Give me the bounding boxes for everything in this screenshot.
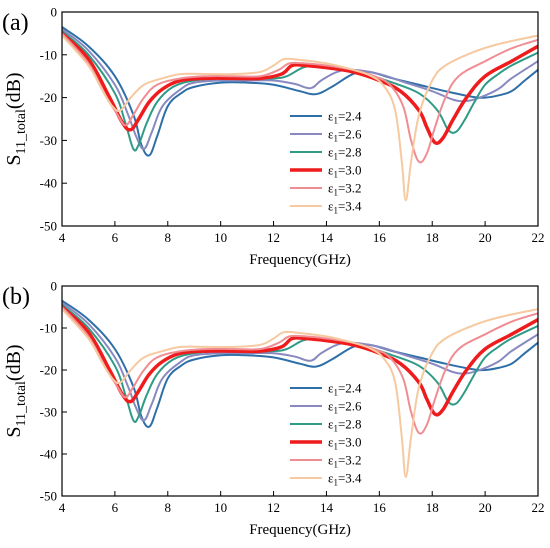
x-tick-label: 8	[165, 500, 172, 515]
x-tick-label: 12	[267, 500, 280, 515]
legend-label: ε1=3.2	[328, 181, 362, 198]
x-tick-label: 22	[532, 500, 545, 515]
series-line-3-2	[62, 32, 538, 164]
x-tick-label: 6	[112, 500, 119, 515]
series-line-2-8	[62, 30, 538, 152]
series-line-3-0	[62, 31, 538, 146]
legend: ε1=2.4ε1=2.6ε1=2.8ε1=3.0ε1=3.2ε1=3.4	[290, 109, 362, 216]
legend-label: ε1=2.4	[328, 109, 362, 126]
x-tick-label: 16	[373, 230, 387, 245]
x-tick-label: 16	[373, 500, 387, 515]
plot-frame	[61, 11, 539, 227]
legend-label: ε1=3.0	[328, 435, 362, 452]
legend-label: ε1=2.6	[328, 127, 362, 144]
x-tick-label: 22	[532, 230, 545, 245]
y-axis-label: S11_total(dB)	[3, 72, 29, 165]
panel-label: (b)	[2, 284, 30, 310]
legend-label: ε1=2.8	[328, 417, 362, 434]
legend-label: ε1=3.2	[328, 453, 362, 470]
series-line-2-6	[62, 301, 538, 422]
series-line-3-4	[62, 308, 538, 479]
series-line-3-4	[62, 34, 538, 202]
series-line-3-2	[62, 306, 538, 435]
y-axis-label: S11_total(dB)	[3, 344, 29, 437]
chart-panel-a: (a) 4 6 8 10 12 14 16 18 20 22 0 -10 -20 -30 -40 -50 Freq…	[2, 5, 545, 269]
x-axis-label: Frequency(GHz)	[249, 252, 351, 268]
y-tick-label: -50	[40, 489, 57, 504]
y-tick-label: 0	[51, 5, 58, 20]
series-line-2-4	[62, 25, 538, 157]
y-tick-label: -30	[40, 133, 57, 148]
x-axis-label: Frequency(GHz)	[249, 522, 351, 538]
y-tick-label: -10	[40, 321, 57, 336]
chart-panel-b: (b) 4 6 8 10 12 14 16 18 20 22 0 -10 -20 -30 -40 -50 Freq…	[2, 279, 545, 539]
x-tick-label: 10	[214, 500, 227, 515]
y-tick-label: 0	[51, 279, 58, 294]
panel-label: (a)	[2, 10, 29, 36]
x-tick-label: 14	[320, 230, 334, 245]
series-line-2-6	[62, 28, 538, 150]
series-line-3-0	[62, 305, 538, 417]
x-tick-label: 4	[59, 230, 66, 245]
legend-label: ε1=2.4	[328, 381, 362, 398]
x-tick-label: 18	[426, 230, 439, 245]
x-tick-label: 20	[479, 230, 492, 245]
plot-frame	[61, 285, 539, 497]
series-line-2-4	[62, 299, 538, 428]
y-tick-label: -40	[40, 447, 57, 462]
y-tick-label: -20	[40, 90, 57, 105]
x-tick-label: 10	[214, 230, 227, 245]
legend-label: ε1=2.8	[328, 145, 362, 162]
y-tick-label: -50	[40, 219, 57, 234]
legend: ε1=2.4ε1=2.6ε1=2.8ε1=3.0ε1=3.2ε1=3.4	[290, 381, 362, 488]
legend-label: ε1=3.4	[328, 471, 362, 488]
series-line-2-8	[62, 303, 538, 423]
legend-label: ε1=3.4	[328, 199, 362, 216]
x-tick-label: 18	[426, 500, 439, 515]
legend-label: ε1=3.0	[328, 163, 362, 180]
x-tick-label: 4	[59, 500, 66, 515]
x-tick-label: 12	[267, 230, 280, 245]
y-tick-label: -40	[40, 176, 57, 191]
x-tick-label: 8	[165, 230, 172, 245]
series-group	[62, 25, 538, 202]
x-tick-label: 6	[112, 230, 119, 245]
x-tick-label: 14	[320, 500, 334, 515]
series-group	[62, 299, 538, 479]
legend-label: ε1=2.6	[328, 399, 362, 416]
x-tick-label: 20	[479, 500, 492, 515]
y-tick-label: -30	[40, 405, 57, 420]
y-tick-label: -10	[40, 47, 57, 62]
y-tick-label: -20	[40, 363, 57, 378]
